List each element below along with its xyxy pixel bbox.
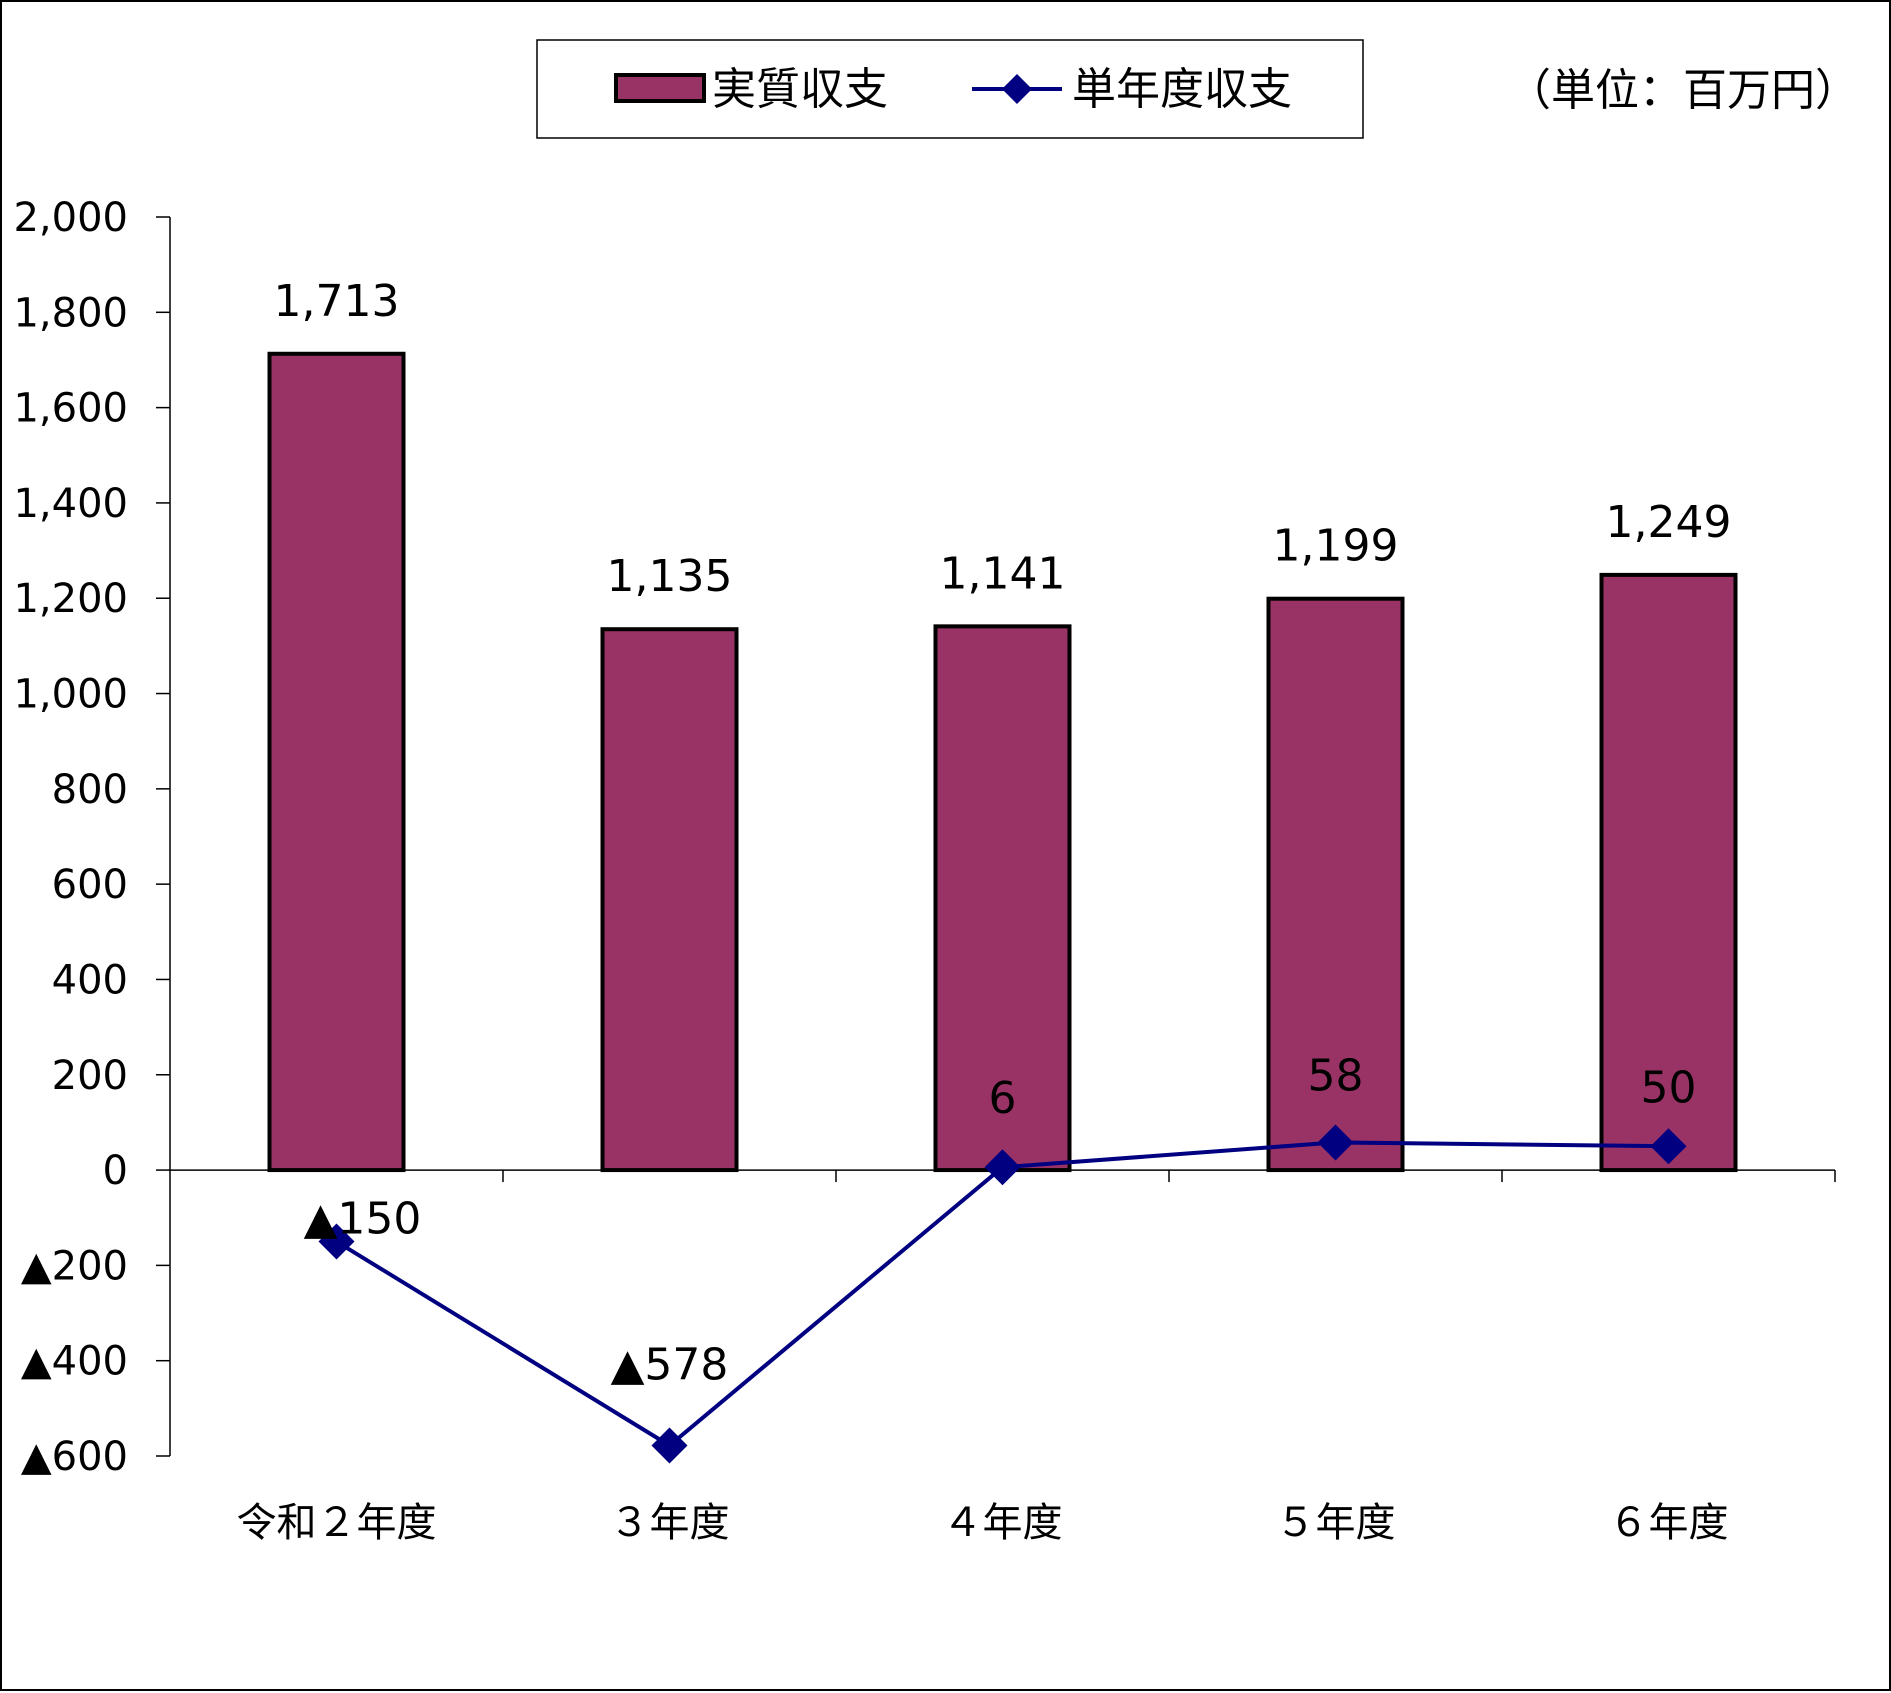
x-category-label: ３年度: [610, 1500, 730, 1546]
line-data-label: 6: [989, 1073, 1017, 1124]
x-category-label: ４年度: [943, 1500, 1063, 1546]
line-data-label: ▲578: [611, 1340, 729, 1391]
bar-data-label: 1,141: [940, 548, 1066, 599]
y-tick-label: 800: [52, 767, 128, 813]
y-tick-label: 600: [52, 862, 128, 908]
line-marker: [1317, 1124, 1354, 1161]
line-data-label: 58: [1308, 1050, 1364, 1101]
line-marker: [318, 1223, 355, 1260]
bar: [1599, 572, 1738, 1173]
axes: 2,000 1,800 1,600 1,400 1,200 1,000 800 600 400 2…: [13, 195, 1836, 1546]
y-tick-label: ▲200: [21, 1243, 128, 1289]
line-series: [318, 1124, 1687, 1464]
bar: [267, 351, 406, 1173]
y-tick-label: 400: [52, 957, 128, 1003]
y-tick-label: 0: [103, 1148, 128, 1194]
y-tick-label: 2,000: [13, 195, 128, 241]
bar-data-label: 1,713: [274, 276, 400, 327]
line-marker: [651, 1427, 688, 1464]
y-tick-label: 1,000: [13, 672, 128, 718]
line-marker: [984, 1149, 1021, 1186]
bar: [933, 624, 1072, 1173]
legend-label-bar: 実質収支: [712, 64, 888, 115]
line-data-label: 50: [1641, 1062, 1697, 1113]
bar-data-label: 1,249: [1606, 497, 1732, 548]
y-tick-label: 1,200: [13, 576, 128, 622]
bar: [600, 627, 739, 1173]
line-path: [335, 1140, 1669, 1448]
x-category-label: ５年度: [1276, 1500, 1396, 1546]
bar-series: [267, 351, 1738, 1173]
data-labels: 1,713 1,135 1,141 1,199 1,249 ▲150 ▲578 6 58 50: [274, 276, 1732, 1391]
y-tick-label: 1,400: [13, 481, 128, 527]
line-marker: [1650, 1128, 1687, 1165]
y-tick-label: ▲600: [21, 1434, 128, 1480]
y-tick-label: 200: [52, 1053, 128, 1099]
legend-diamond-marker: [1002, 74, 1032, 104]
bar-data-label: 1,199: [1273, 521, 1399, 572]
y-tick-label: ▲400: [21, 1339, 128, 1385]
y-tick-label: 1,800: [13, 290, 128, 336]
legend-swatch-bar: [614, 73, 706, 103]
bar: [1266, 596, 1405, 1173]
y-tick-label: 1,600: [13, 386, 128, 432]
legend: 実質収支 単年度収支: [536, 39, 1364, 139]
x-category-label: ６年度: [1609, 1500, 1729, 1546]
legend-label-line: 単年度収支: [1072, 64, 1292, 115]
unit-note: （単位：百万円）: [1507, 65, 1859, 116]
x-category-label: 令和２年度: [237, 1500, 437, 1546]
bar-data-label: 1,135: [607, 551, 733, 602]
line-data-label: ▲150: [304, 1194, 422, 1245]
